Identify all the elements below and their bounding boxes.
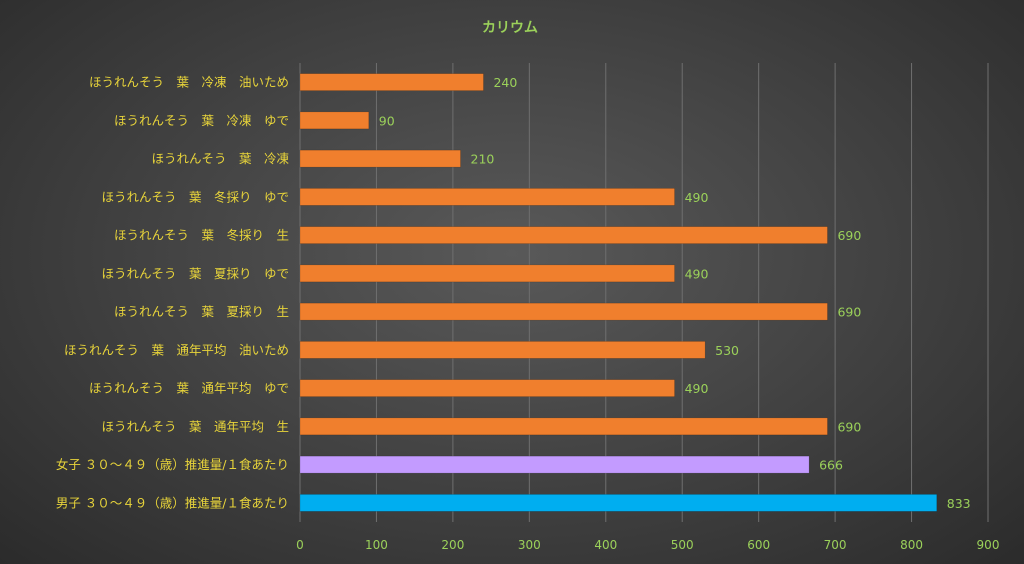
bar	[299, 149, 461, 168]
x-tick-label: 300	[518, 538, 541, 552]
bar	[299, 494, 938, 512]
data-label: 690	[837, 228, 861, 243]
x-tick-label: 0	[296, 538, 304, 552]
data-labels: 240 90 210 490 690 490 690 530 490 690 666 833	[379, 75, 971, 511]
data-label: 490	[685, 266, 709, 281]
x-tick-label: 700	[824, 538, 847, 552]
bar	[299, 188, 675, 206]
category-label: ほうれんそう 葉 冷凍	[151, 151, 289, 166]
category-label: ほうれんそう 葉 冷凍 油いため	[89, 75, 289, 90]
data-label: 210	[471, 152, 495, 167]
bar	[299, 111, 370, 130]
bar	[299, 455, 810, 474]
data-label: 666	[819, 458, 843, 473]
bar	[299, 264, 675, 283]
x-tick-label: 200	[441, 538, 464, 552]
chart-title: カリウム	[482, 20, 538, 36]
x-tick-label: 800	[900, 538, 923, 552]
x-tick-label: 500	[671, 538, 694, 552]
category-label: ほうれんそう 葉 通年平均 油いため	[64, 342, 289, 357]
x-tick-label: 100	[365, 538, 388, 552]
category-label: 女子 ３０～４９（歳）推進量/１食あたり	[56, 457, 289, 472]
category-label: ほうれんそう 葉 冷凍 ゆで	[114, 113, 289, 128]
data-label: 90	[379, 113, 395, 128]
category-label: ほうれんそう 葉 夏採り 生	[114, 304, 289, 319]
category-label: ほうれんそう 葉 通年平均 生	[101, 419, 289, 434]
x-tick-label: 900	[977, 538, 1000, 552]
category-label: ほうれんそう 葉 夏採り ゆで	[101, 266, 289, 281]
category-label: ほうれんそう 葉 冬採り 生	[114, 228, 289, 243]
data-label: 530	[715, 343, 739, 358]
bar	[299, 379, 675, 397]
category-label: 男子 ３０～４９（歳）推進量/１食あたり	[56, 495, 289, 510]
gridlines	[299, 63, 989, 522]
data-label: 490	[685, 190, 709, 205]
category-label: ほうれんそう 葉 冬採り ゆで	[101, 189, 289, 204]
x-tick-label: 600	[747, 538, 770, 552]
data-label: 690	[837, 419, 861, 434]
bar	[299, 417, 828, 436]
category-label: ほうれんそう 葉 通年平均 ゆで	[89, 381, 289, 396]
bars	[299, 73, 938, 512]
data-label: 690	[837, 305, 861, 320]
bar	[299, 226, 828, 244]
x-tick-label: 400	[594, 538, 617, 552]
x-axis-tick-labels: 0 100 200 300 400 500 600 700 800 900	[296, 538, 999, 552]
bar	[299, 73, 484, 91]
bar	[299, 341, 706, 359]
bar	[299, 302, 828, 321]
data-label: 833	[947, 496, 971, 511]
data-label: 490	[685, 381, 709, 396]
data-label: 240	[493, 75, 517, 90]
